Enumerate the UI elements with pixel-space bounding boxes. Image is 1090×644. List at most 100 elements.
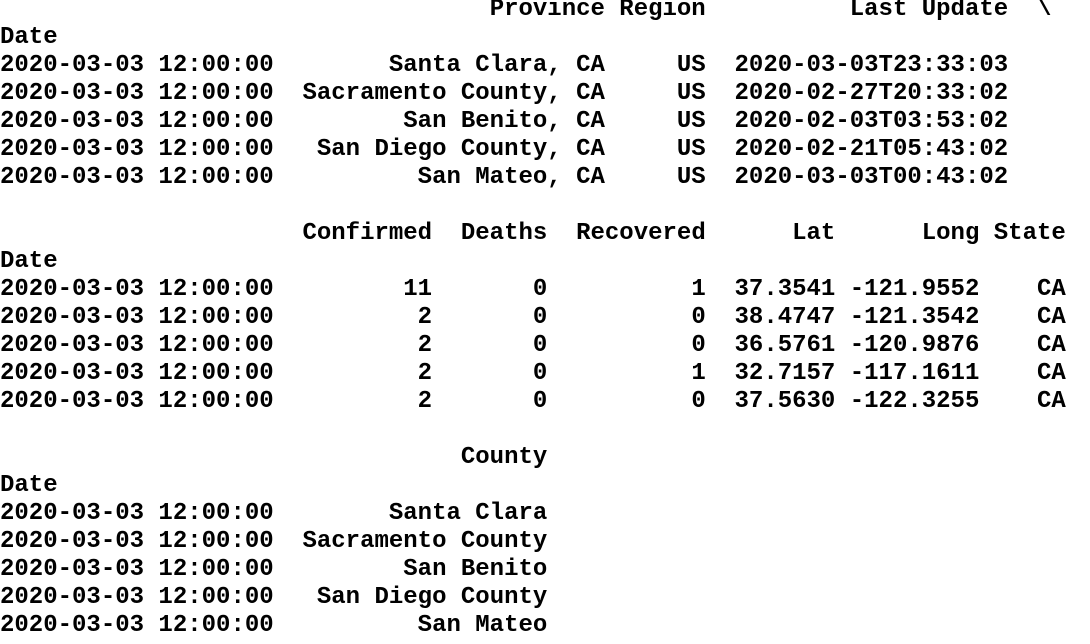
column-header: Region <box>619 0 706 23</box>
cell: -120.9876 <box>849 332 980 359</box>
text-line: Province Region Last Update \ <box>0 0 1090 24</box>
index-name: Date <box>0 248 58 275</box>
row-index: 2020-03-03 12:00:00 <box>0 276 274 303</box>
cell: Sacramento County <box>302 528 548 555</box>
cell: CA <box>1036 304 1066 331</box>
cell: US <box>676 164 706 191</box>
cell: 2 <box>417 332 433 359</box>
cell: 0 <box>691 388 706 415</box>
index-name: Date <box>0 24 58 51</box>
row-index: 2020-03-03 12:00:00 <box>0 52 274 79</box>
cell: San Diego County, CA <box>316 136 605 163</box>
cell: -121.3542 <box>849 304 980 331</box>
row-index: 2020-03-03 12:00:00 <box>0 80 274 107</box>
column-header: Long <box>921 220 980 247</box>
text-line: 2020-03-03 12:00:00 San Diego County, CA U… <box>0 136 1090 164</box>
cell: 0 <box>532 388 548 415</box>
cell: 0 <box>532 276 548 303</box>
cell: -121.9552 <box>849 276 980 303</box>
cell: 0 <box>532 304 548 331</box>
column-header: Recovered <box>576 220 706 247</box>
row-index: 2020-03-03 12:00:00 <box>0 556 274 583</box>
cell: US <box>676 52 706 79</box>
cell: Sacramento County, CA <box>302 80 605 107</box>
text-line: Date <box>0 248 1090 276</box>
column-header: Last Update <box>849 0 1009 23</box>
row-index: 2020-03-03 12:00:00 <box>0 108 274 135</box>
cell: 0 <box>532 360 548 387</box>
text-line: 2020-03-03 12:00:00 San Mateo, CA US 2020-0… <box>0 164 1090 192</box>
cell: San Diego County <box>316 584 548 611</box>
cell: Santa Clara <box>388 500 548 527</box>
row-index: 2020-03-03 12:00:00 <box>0 332 274 359</box>
cell: CA <box>1036 276 1066 303</box>
cell: 37.3541 <box>734 276 836 303</box>
row-index: 2020-03-03 12:00:00 <box>0 304 274 331</box>
cell: San Benito <box>403 556 548 583</box>
text-line: 2020-03-03 12:00:00 San Benito, CA US 2020-… <box>0 108 1090 136</box>
cell: 32.7157 <box>734 360 836 387</box>
text-line: 2020-03-03 12:00:00 San Benito <box>0 556 1090 584</box>
cell: CA <box>1036 332 1066 359</box>
cell: CA <box>1036 360 1066 387</box>
cell: 2 <box>417 360 433 387</box>
text-line: 2020-03-03 12:00:00 Santa Clara, CA US 2020… <box>0 52 1090 80</box>
cell: 38.4747 <box>734 304 836 331</box>
cell: 1 <box>691 276 706 303</box>
cell: 2 <box>417 304 433 331</box>
cell: US <box>676 108 706 135</box>
cell: 0 <box>532 332 548 359</box>
row-index: 2020-03-03 12:00:00 <box>0 528 274 555</box>
column-header: Confirmed <box>302 220 433 247</box>
cell: 2020-02-03T03:53:02 <box>734 108 1009 135</box>
text-line: 2020-03-03 12:00:00 Sacramento County, CA… <box>0 80 1090 108</box>
cell: 2020-02-21T05:43:02 <box>734 136 1009 163</box>
cell: 2020-03-03T00:43:02 <box>734 164 1009 191</box>
text-line: Date <box>0 24 1090 52</box>
cell: CA <box>1036 388 1066 415</box>
text-line: 2020-03-03 12:00:00 2 0 1 32.7157 -117.1611 CA <box>0 360 1090 388</box>
text-line: 2020-03-03 12:00:00 Sacramento County <box>0 528 1090 556</box>
text-line: 2020-03-03 12:00:00 Santa Clara <box>0 500 1090 528</box>
text-line: Date <box>0 472 1090 500</box>
cell: Santa Clara, CA <box>388 52 605 79</box>
text-line: 2020-03-03 12:00:00 San Diego County <box>0 584 1090 612</box>
row-index: 2020-03-03 12:00:00 <box>0 164 274 191</box>
cell: 1 <box>691 360 706 387</box>
cell: -122.3255 <box>849 388 980 415</box>
cell: 36.5761 <box>734 332 836 359</box>
text-line: 2020-03-03 12:00:00 11 0 1 37.3541 -121.9552 C… <box>0 276 1090 304</box>
column-header: Province <box>489 0 605 23</box>
cell: 0 <box>691 304 706 331</box>
text-line: 2020-03-03 12:00:00 2 0 0 38.4747 -121.3542 CA <box>0 304 1090 332</box>
cell: -117.1611 <box>849 360 980 387</box>
column-header: Lat <box>792 220 836 247</box>
row-index: 2020-03-03 12:00:00 <box>0 360 274 387</box>
cell: 37.5630 <box>734 388 836 415</box>
cell: San Mateo <box>417 612 548 639</box>
cell: San Mateo, CA <box>417 164 605 191</box>
row-index: 2020-03-03 12:00:00 <box>0 388 274 415</box>
text-line: 2020-03-03 12:00:00 2 0 0 37.5630 -122.3255 CA <box>0 388 1090 416</box>
cell: San Benito, CA <box>403 108 605 135</box>
cell: US <box>676 80 706 107</box>
text-line: County <box>0 444 1090 472</box>
column-header: State <box>993 220 1066 247</box>
column-header: County <box>460 444 548 471</box>
cell: 0 <box>691 332 706 359</box>
text-line: 2020-03-03 12:00:00 2 0 0 36.5761 -120.9876 CA <box>0 332 1090 360</box>
cell: 2 <box>417 388 433 415</box>
cell: US <box>676 136 706 163</box>
row-index: 2020-03-03 12:00:00 <box>0 136 274 163</box>
continuation-mark: \ <box>1036 0 1052 23</box>
row-index: 2020-03-03 12:00:00 <box>0 612 274 639</box>
row-index: 2020-03-03 12:00:00 <box>0 500 274 527</box>
cell: 2020-03-03T23:33:03 <box>734 52 1009 79</box>
text-line: Confirmed Deaths Recovered Lat Long State <box>0 220 1090 248</box>
column-header: Deaths <box>460 220 548 247</box>
text-line: 2020-03-03 12:00:00 San Mateo <box>0 612 1090 640</box>
index-name: Date <box>0 472 58 499</box>
cell: 2020-02-27T20:33:02 <box>734 80 1009 107</box>
row-index: 2020-03-03 12:00:00 <box>0 584 274 611</box>
